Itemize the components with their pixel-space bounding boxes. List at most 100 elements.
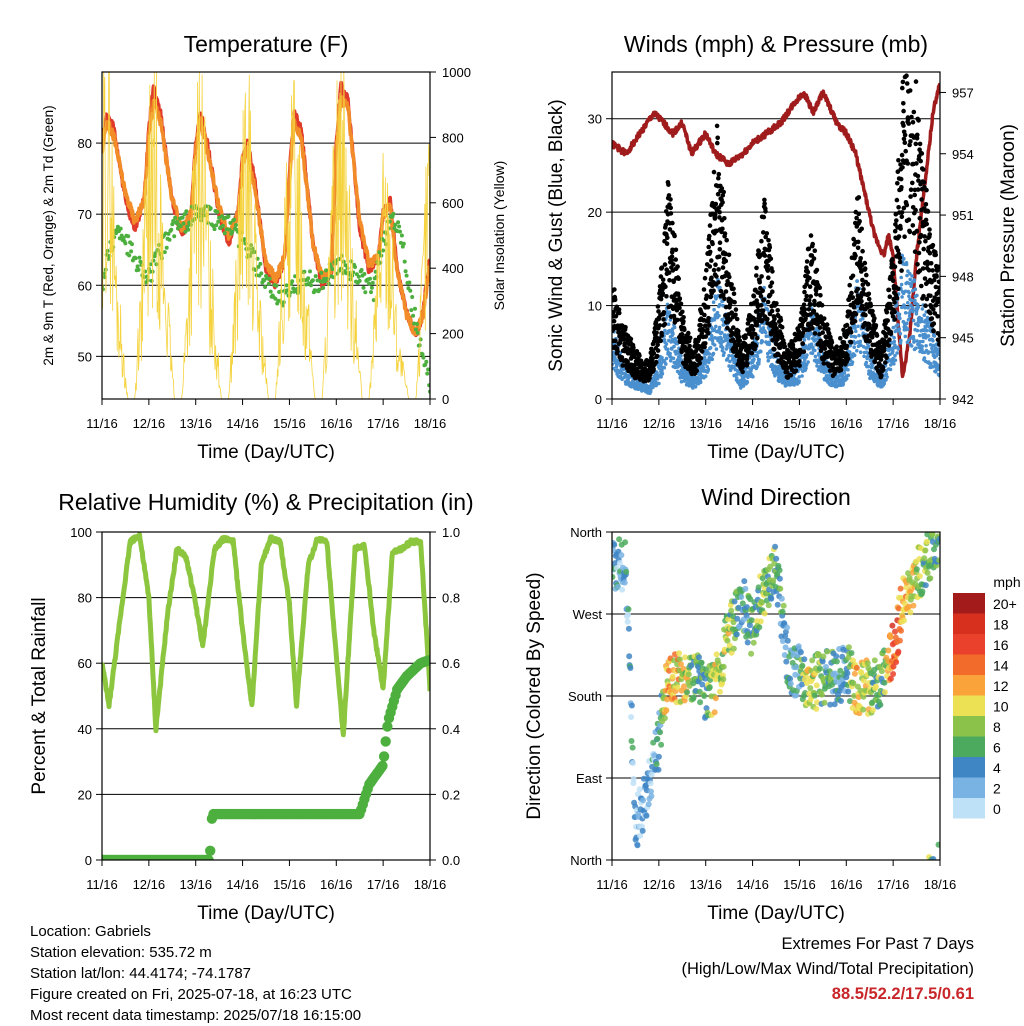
winds-series-gust-point (780, 325, 785, 330)
winds-series-gust-point (755, 336, 760, 341)
winds-series-gust-point (935, 314, 940, 319)
winds-series-gust-point (898, 226, 903, 231)
winds-series-gust-point (900, 165, 905, 170)
winds-series-gust-point (910, 181, 915, 186)
winds-series-gust-point (900, 86, 905, 91)
winds-series-sonic-wind-point (891, 350, 895, 354)
temperature-series-2m-td-point (258, 262, 262, 266)
winds-y2-tick-label: 951 (952, 208, 974, 223)
winds-series-gust-point (655, 343, 660, 348)
winds-series-gust-point (666, 182, 671, 187)
winds-series-gust-point (763, 253, 768, 258)
winds-series-gust-point (912, 193, 917, 198)
winds-series-gust-point (914, 142, 919, 147)
winds-series-sonic-wind-point (673, 326, 677, 330)
direction-point (849, 650, 855, 656)
winds-series-gust-point (889, 331, 894, 336)
winds-series-gust-point (893, 265, 898, 270)
winds-series-gust-point (797, 359, 802, 364)
winds-x-tick-label: 16/16 (830, 416, 863, 431)
winds-series-gust-point (717, 210, 722, 215)
winds-series-sonic-wind-point (899, 276, 903, 280)
winds-series-sonic-wind-point (666, 348, 670, 352)
winds-series-gust-point (663, 262, 668, 267)
winds-series-gust-point (734, 307, 739, 312)
winds-series-sonic-wind-point (804, 367, 808, 371)
winds-series-gust-point (901, 101, 906, 106)
temperature-series-2m-td-point (259, 271, 263, 275)
direction-point (777, 576, 783, 582)
temperature-series-2m-td-point (331, 267, 335, 271)
winds-series-gust-point (818, 325, 823, 330)
winds-series-gust-point (810, 326, 815, 331)
winds-series-sonic-wind-point (672, 345, 676, 349)
humidity-series-total-rainfall-point (381, 736, 391, 746)
winds-series-gust-point (680, 310, 685, 315)
winds-series-gust-point (887, 337, 892, 342)
winds-series-gust-point (703, 341, 708, 346)
winds-series-gust-point (853, 253, 858, 258)
winds-series-gust-point (851, 274, 856, 279)
winds-series-gust-point (867, 339, 872, 344)
direction-point (780, 609, 786, 615)
temperature-series-2m-td-point (368, 277, 372, 281)
humidity-series-total-rainfall-point (377, 761, 387, 771)
winds-x-tick-label: 11/16 (596, 416, 628, 431)
winds-series-sonic-wind-point (663, 366, 667, 370)
winds-series-gust-point (898, 260, 903, 265)
winds-series-sonic-wind-point (699, 381, 703, 385)
winds-series-sonic-wind-point (718, 286, 722, 290)
winds-series-sonic-wind-point (845, 377, 849, 381)
winds-series-sonic-wind-point (715, 347, 719, 351)
winds-series-sonic-wind-point (707, 361, 711, 365)
temperature-y2-tick-label: 400 (442, 261, 464, 276)
direction-point (684, 689, 690, 695)
direction-point (870, 707, 876, 713)
winds-series-gust-point (704, 268, 709, 273)
winds-series-gust-point (714, 202, 719, 207)
winds-series-sonic-wind-point (916, 324, 920, 328)
winds-series-gust-point (875, 333, 880, 338)
temperature-series-2m-td-point (269, 290, 273, 294)
temperature-x-tick-label: 15/16 (273, 416, 306, 431)
winds-series-gust-point (857, 219, 862, 224)
winds-x-tick-label: 17/16 (877, 416, 910, 431)
humidity-x-tick-label: 17/16 (367, 877, 400, 892)
winds-series-gust-point (745, 361, 750, 366)
winds-series-gust-point (805, 259, 810, 264)
humidity-y2-tick-label: 1.0 (442, 525, 460, 540)
winds-series-gust-point (820, 330, 825, 335)
winds-series-gust-point (914, 79, 919, 84)
winds-series-gust-point (708, 250, 713, 255)
direction-point (807, 685, 813, 691)
winds-series-gust-point (715, 124, 720, 129)
winds-series-gust-point (931, 307, 936, 312)
direction-point (712, 709, 718, 715)
winds-series-sonic-wind-point (667, 322, 671, 326)
temperature-series-2m-td-point (267, 282, 271, 286)
winds-series-gust-point (637, 353, 642, 358)
temperature-series-2m-td-point (370, 286, 374, 290)
winds-x-tick-label: 15/16 (783, 416, 816, 431)
winds-series-gust-point (802, 302, 807, 307)
temperature-y-tick-label: 70 (78, 207, 92, 222)
winds-series-gust-point (872, 316, 877, 321)
winds-series-gust-point (754, 266, 759, 271)
winds-series-gust-point (779, 318, 784, 323)
winds-series-gust-point (757, 280, 762, 285)
humidity-x-tick-label: 18/16 (414, 877, 447, 892)
direction-point (784, 625, 790, 631)
winds-series-sonic-wind-point (910, 344, 914, 348)
winds-series-sonic-wind-point (920, 345, 924, 349)
winds-series-gust-point (656, 348, 661, 353)
winds-series-gust-point (906, 121, 911, 126)
winds-series-gust-point (807, 298, 812, 303)
winds-series-gust-point (723, 231, 728, 236)
winds-series-gust-point (923, 303, 928, 308)
winds-series-gust-point (899, 177, 904, 182)
winds-series-gust-point (736, 329, 741, 334)
winds-series-gust-point (845, 323, 850, 328)
winds-series-sonic-wind-point (921, 340, 925, 344)
winds-series-gust-point (676, 276, 681, 281)
winds-series-gust-point (822, 316, 827, 321)
